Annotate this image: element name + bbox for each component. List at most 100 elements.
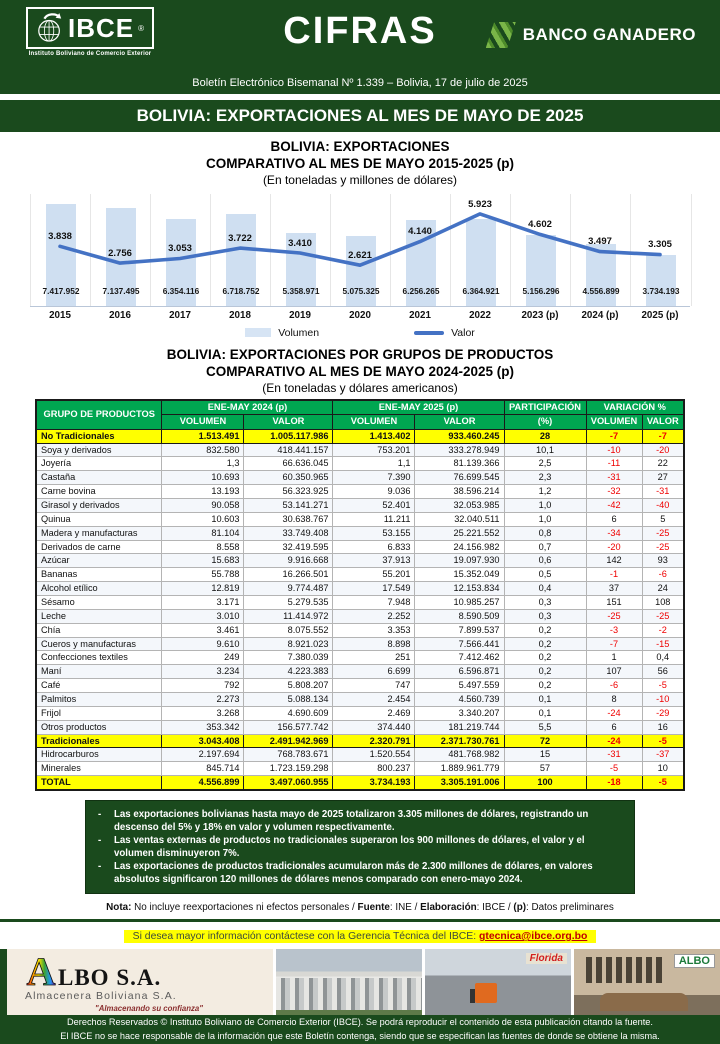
chart-column: 5.156.296 — [510, 193, 571, 306]
cell-val25: 25.221.552 — [414, 525, 505, 541]
cell-val24: 2.491.942.969 — [243, 733, 334, 749]
banco-ganadero-logo: BANCO GANADERO — [485, 22, 696, 48]
year-tick: 2017 — [169, 309, 191, 321]
year-tick: 2022 — [469, 309, 491, 321]
year-tick: 2016 — [109, 309, 131, 321]
cell-vol25: 3.353 — [332, 622, 416, 638]
year-tick: 2021 — [409, 309, 431, 321]
cell-name: Joyería — [35, 456, 163, 472]
cell-var_val: 27 — [641, 470, 685, 486]
cell-vol25: 800.237 — [332, 761, 416, 777]
volume-bar — [466, 218, 496, 306]
cell-vol25: 1.413.402 — [332, 428, 416, 444]
cell-var_vol: -6 — [585, 678, 643, 694]
cell-part: 5,5 — [503, 719, 587, 735]
cell-var_val: 16 — [641, 719, 685, 735]
florida-sign: Florida — [525, 953, 567, 965]
cell-name: Café — [35, 678, 163, 694]
cell-vol25: 6.699 — [332, 664, 416, 680]
header-value-2025: VALOR — [414, 414, 505, 430]
cell-var_val: 93 — [641, 553, 685, 569]
value-label: 3.722 — [228, 232, 252, 244]
cell-var_val: -6 — [641, 567, 685, 583]
cell-val25: 19.097.930 — [414, 553, 505, 569]
cell-var_val: 22 — [641, 456, 685, 472]
header-participation: PARTICIPACIÓN — [503, 398, 587, 416]
cell-part: 0,8 — [503, 525, 587, 541]
cell-name: Tradicionales — [35, 733, 163, 749]
table-row: Azúcar 15.683 9.916.668 37.913 19.097.930 0,6… — [35, 553, 685, 569]
table-row: Minerales 845.714 1.723.159.298 800.237 1.88… — [35, 761, 685, 777]
year-tick: 2023 (p) — [521, 309, 559, 321]
cell-part: 0,2 — [503, 622, 587, 638]
cell-val24: 5.808.207 — [243, 678, 334, 694]
cell-val25: 24.156.982 — [414, 539, 505, 555]
cell-part: 10,1 — [503, 442, 587, 458]
cell-vol25: 2.454 — [332, 692, 416, 707]
cell-vol25: 37.913 — [332, 553, 416, 569]
cell-var_vol: -7 — [585, 428, 643, 444]
cell-var_vol: -10 — [585, 442, 643, 458]
masthead: IBCE ® Instituto Boliviano de Comercio Ex… — [0, 0, 720, 94]
cell-var_val: -37 — [641, 747, 685, 763]
cell-name: Azúcar — [35, 553, 163, 569]
table-row: No Tradicionales 1.513.491 1.005.117.986 1.… — [35, 428, 685, 444]
source-note-segment: Nota: — [106, 902, 132, 914]
footer-line-2: El IBCE no se hace responsable de la inf… — [60, 1030, 660, 1041]
cell-val24: 418.441.157 — [243, 442, 334, 458]
cell-val25: 8.590.509 — [414, 608, 505, 624]
cell-var_vol: -42 — [585, 498, 643, 513]
value-label: 5.923 — [468, 198, 492, 210]
cell-part: 1,0 — [503, 511, 587, 527]
cell-var_vol: 6 — [585, 511, 643, 527]
contact-email-link[interactable]: gtecnica@ibce.org.bo — [479, 931, 588, 943]
source-note-segment: (p) — [513, 902, 527, 914]
cell-val24: 4.690.609 — [243, 705, 334, 721]
volume-label: 4.556.899 — [582, 285, 620, 296]
cell-vol25: 2.469 — [332, 705, 416, 721]
cell-vol24: 8.558 — [161, 539, 245, 555]
source-note-segment: Fuente — [357, 902, 390, 914]
forklift-icon — [469, 983, 497, 1004]
chart-column: 6.256.265 — [390, 193, 451, 306]
cell-var_vol: -3 — [585, 622, 643, 638]
header-participation-unit: (%) — [503, 414, 587, 430]
cell-name: Derivados de carne — [35, 539, 163, 555]
note-item: - Las exportaciones de productos tradicio… — [98, 860, 622, 886]
cell-name: Quinua — [35, 511, 163, 527]
cell-name: Alcohol etílico — [35, 581, 163, 597]
cell-part: 0,2 — [503, 650, 587, 666]
cell-var_vol: 37 — [585, 581, 643, 597]
volumen-swatch-icon — [245, 328, 272, 338]
header-2024: ENE-MAY 2024 (p) — [161, 398, 334, 416]
table-row: Carne bovina 13.193 56.323.925 9.036 38.596.… — [35, 484, 685, 500]
value-label: 3.053 — [168, 243, 192, 255]
cell-var_val: 10 — [641, 761, 685, 777]
albo-ad-banner[interactable]: A LBO S.A. Almacenera Boliviana S.A. "Al… — [0, 949, 720, 1016]
chart-column: 3.734.193 — [630, 193, 692, 306]
table-row: Derivados de carne 8.558 32.419.595 6.833 24… — [35, 539, 685, 555]
cell-part: 2,3 — [503, 470, 587, 486]
table-row: TOTAL 4.556.899 3.497.060.955 3.734.193 3.30… — [35, 775, 685, 791]
cell-name: Leche — [35, 608, 163, 624]
separator-rule — [0, 919, 720, 923]
cell-val25: 76.699.545 — [414, 470, 505, 486]
cell-part: 57 — [503, 761, 587, 777]
header-value-2024: VALOR — [243, 414, 334, 430]
cell-vol24: 1,3 — [161, 456, 245, 472]
cell-val25: 181.219.744 — [414, 719, 505, 735]
combo-chart: 7.417.952 3.838 7.137.495 2.756 6.354.116 3.0… — [30, 193, 692, 339]
legend-item-volumen: Volumen — [245, 327, 319, 339]
cell-vol24: 353.342 — [161, 719, 245, 735]
cell-val25: 3.340.207 — [414, 705, 505, 721]
cell-var_vol: 107 — [585, 664, 643, 680]
contact-banner: Si desea mayor información contáctese co… — [123, 930, 597, 944]
table-row: Chía 3.461 8.075.552 3.353 7.899.537 0,2 -3 -2 — [35, 622, 685, 638]
cell-val25: 38.596.214 — [414, 484, 505, 500]
cell-val25: 15.352.049 — [414, 567, 505, 583]
cell-val25: 32.053.985 — [414, 498, 505, 513]
cell-var_vol: -32 — [585, 484, 643, 500]
cell-var_val: -10 — [641, 692, 685, 707]
cell-vol24: 3.043.408 — [161, 733, 245, 749]
cell-part: 1,2 — [503, 484, 587, 500]
